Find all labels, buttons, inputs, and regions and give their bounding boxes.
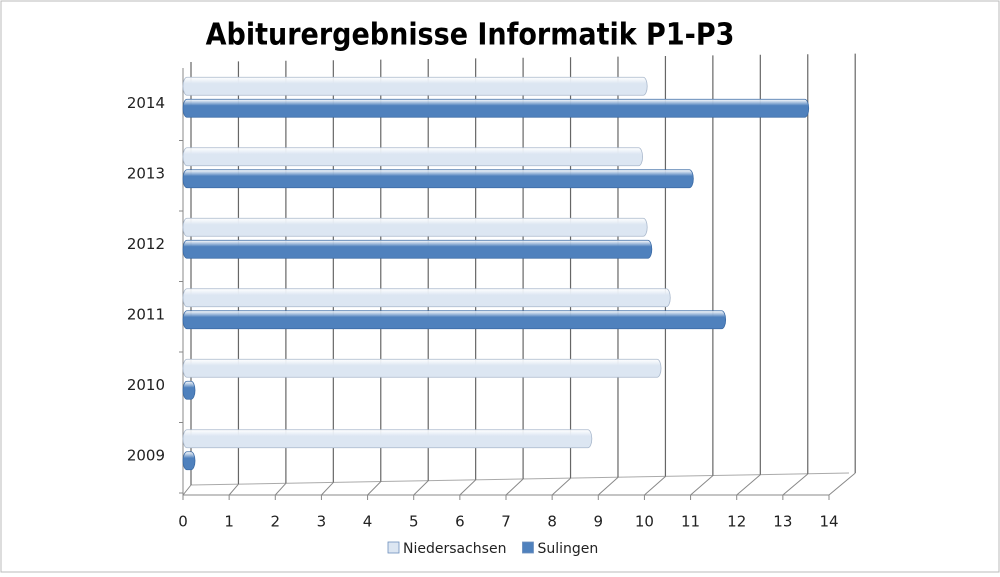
grid-floor-line <box>505 478 524 496</box>
x-tick-label: 1 <box>224 513 234 531</box>
grid-floor-line <box>644 476 666 496</box>
legend-swatch <box>522 541 534 554</box>
x-tick-label: 8 <box>547 513 557 531</box>
x-tick-label: 7 <box>501 513 511 531</box>
bar <box>182 380 196 400</box>
grid-floor-line <box>321 482 334 496</box>
grid-floor-line <box>413 480 429 496</box>
bar <box>182 288 671 308</box>
bar <box>182 76 648 96</box>
bar <box>182 147 643 167</box>
x-tick-label: 14 <box>819 513 838 531</box>
grid-floor-line <box>459 479 477 496</box>
x-tick-label: 4 <box>363 513 373 531</box>
x-tick-label: 5 <box>409 513 419 531</box>
x-tick-label: 3 <box>317 513 327 531</box>
grid-floor-line <box>182 484 192 496</box>
bar <box>182 451 196 471</box>
grid-floor-line <box>782 473 809 496</box>
x-tick-label: 9 <box>594 513 604 531</box>
grid-floor-line <box>228 483 239 496</box>
bar <box>182 429 593 449</box>
y-tick-label: 2012 <box>127 235 165 253</box>
y-tick-label: 2011 <box>127 305 165 323</box>
grid-floor-line <box>736 474 761 496</box>
grid-floor-line <box>551 477 571 496</box>
grid-floor-line <box>828 472 856 496</box>
bar <box>182 169 694 189</box>
y-tick-label: 2010 <box>127 376 165 394</box>
y-tick-label: 2009 <box>127 446 165 464</box>
x-tick-label: 13 <box>773 513 792 531</box>
bar <box>182 98 810 118</box>
legend-label: Niedersachsen <box>403 541 506 557</box>
legend-label: Sulingen <box>537 541 598 557</box>
x-tick-label: 2 <box>271 513 281 531</box>
grid-floor-line <box>367 481 382 496</box>
floor-back <box>190 472 850 486</box>
x-tick-label: 10 <box>635 513 654 531</box>
bar <box>182 358 662 378</box>
grid-floor-line <box>274 482 287 496</box>
x-tick-label: 11 <box>681 513 700 531</box>
chart-title: Abiturergebnisse Informatik P1-P3 <box>206 18 735 53</box>
grid-floor-line <box>690 475 714 496</box>
x-tick-label: 0 <box>178 513 188 531</box>
x-tick-label: 12 <box>727 513 746 531</box>
y-tick-label: 2014 <box>127 94 165 112</box>
bar <box>182 310 727 330</box>
bar <box>182 239 653 259</box>
legend-swatch <box>387 541 400 554</box>
x-tick-label: 6 <box>455 513 465 531</box>
bar <box>182 217 648 237</box>
grid-floor-line <box>597 476 619 496</box>
y-tick-label: 2013 <box>127 164 165 182</box>
